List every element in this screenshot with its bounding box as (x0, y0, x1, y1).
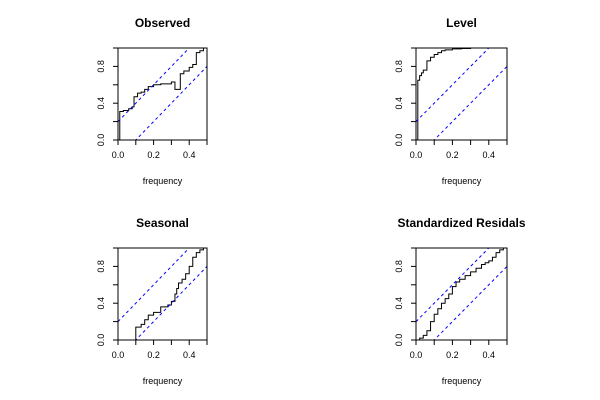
x-tick-label: 0.4 (183, 150, 196, 160)
confidence-bound-line (135, 266, 207, 340)
y-tick-label: 0.4 (96, 297, 106, 310)
cumulative-periodogram-line (416, 248, 507, 340)
x-axis-label: frequency (442, 176, 482, 186)
plot-frame (415, 247, 508, 341)
cumulative-periodogram-line (118, 48, 207, 140)
x-tick-label: 0.2 (147, 350, 160, 360)
confidence-bound-line (118, 248, 190, 322)
plot-frame (117, 47, 208, 141)
confidence-bound-line (416, 48, 490, 122)
confidence-bound-line (433, 66, 507, 140)
x-axis-label: frequency (442, 376, 482, 386)
panel-title: Seasonal (136, 216, 189, 230)
panel-3: Seasonal 0.0 0.2 0.4 0.0 0.4 0.8 frequency (96, 216, 208, 386)
x-tick-label: 0.0 (410, 350, 423, 360)
x-axis-label: frequency (143, 176, 183, 186)
panel-title: Standardized Residals (397, 216, 525, 230)
plot-frame (117, 247, 208, 341)
x-tick-label: 0.2 (147, 150, 160, 160)
x-tick-label: 0.4 (483, 150, 496, 160)
x-tick-label: 0.0 (112, 350, 125, 360)
x-tick-label: 0.2 (446, 350, 459, 360)
y-tick-label: 0.8 (96, 60, 106, 73)
y-tick-label: 0.8 (96, 260, 106, 273)
plot-frame (415, 47, 508, 141)
y-tick-label: 0.0 (96, 134, 106, 147)
y-tick-label: 0.8 (394, 260, 404, 273)
confidence-bound-line (416, 248, 490, 322)
y-tick-label: 0.0 (394, 334, 404, 347)
y-tick-label: 0.4 (96, 97, 106, 110)
panel-2: Level 0.0 0.2 0.4 0.0 0.4 0.8 frequency (394, 16, 508, 186)
y-tick-label: 0.0 (394, 134, 404, 147)
confidence-bound-line (433, 266, 507, 340)
y-tick-label: 0.0 (96, 334, 106, 347)
x-tick-label: 0.2 (446, 150, 459, 160)
y-tick-label: 0.8 (394, 60, 404, 73)
cumulative-periodogram-line (416, 48, 507, 140)
panel-4: Standardized Residals 0.0 0.2 0.4 0.0 0.4 0.8 f… (394, 216, 526, 386)
x-tick-label: 0.0 (410, 150, 423, 160)
panel-title: Level (446, 16, 477, 30)
cumulative-periodogram-line (132, 248, 207, 340)
panel-title: Observed (135, 16, 190, 30)
x-tick-label: 0.4 (183, 350, 196, 360)
y-tick-label: 0.4 (394, 297, 404, 310)
confidence-bound-line (118, 48, 190, 122)
x-tick-label: 0.0 (112, 150, 125, 160)
confidence-bound-line (135, 66, 207, 140)
panel-1: Observed 0.0 0.2 0.4 0.0 0.4 0.8 frequency (96, 16, 208, 186)
x-tick-label: 0.4 (483, 350, 496, 360)
x-axis-label: frequency (143, 376, 183, 386)
y-tick-label: 0.4 (394, 97, 404, 110)
